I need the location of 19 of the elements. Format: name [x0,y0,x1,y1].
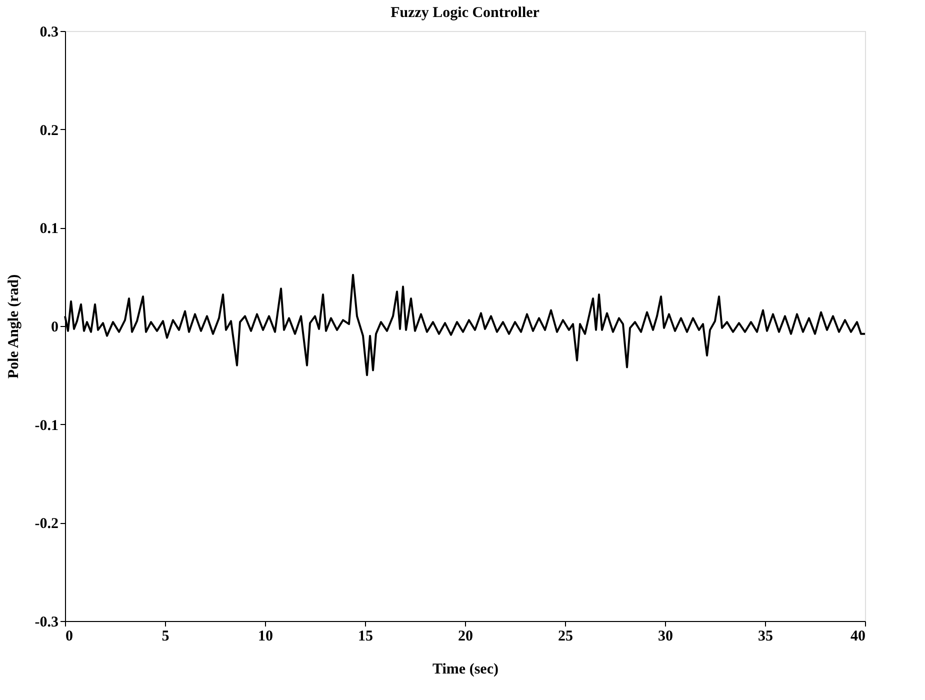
y-tick-label: 0.3 [40,24,58,40]
x-tick-label: 5 [162,628,170,644]
x-tick-label: 10 [258,628,273,644]
x-tick-label: 40 [850,628,866,644]
y-tick-label: -0.2 [34,516,58,532]
y-axis-title: Pole Angle (rad) [6,274,22,379]
y-tick-label: 0 [51,320,58,336]
x-tick-label: 35 [758,628,773,644]
x-tick-label: 25 [558,628,573,644]
y-tick-label: -0.1 [34,418,58,434]
y-tick-label: 0.1 [40,221,58,238]
y-tick-label: 0.2 [40,122,58,139]
x-tick-label: 0 [66,628,73,644]
x-tick-label: 15 [358,628,373,644]
y-tick-label: -0.3 [34,614,58,630]
chart-title: Fuzzy Logic Controller [390,5,540,21]
x-tick-label: 30 [658,628,673,644]
x-axis-title: Time (sec) [432,662,498,678]
x-tick-label: 20 [458,628,473,644]
